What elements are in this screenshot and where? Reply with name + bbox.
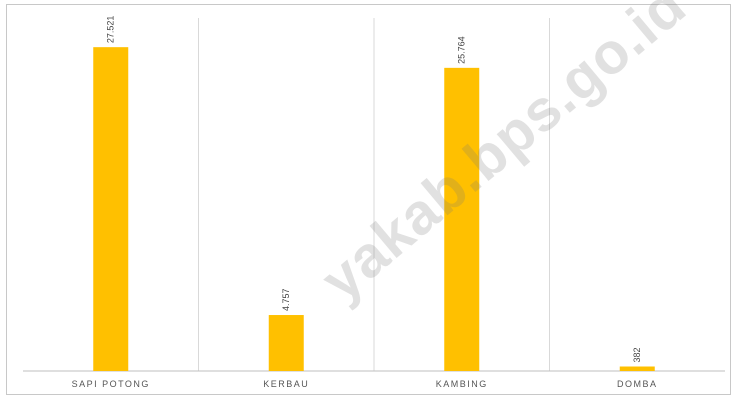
bar-kambing xyxy=(444,67,480,371)
value-labels-group: 27.521 4.757 25.764 382 xyxy=(106,16,643,363)
category-tick-label: DOMBA xyxy=(617,379,658,389)
category-tick-label: SAPI POTONG xyxy=(72,379,150,389)
bar-domba xyxy=(619,366,655,371)
category-tick-label: KAMBING xyxy=(436,379,488,389)
value-label: 25.764 xyxy=(457,36,467,64)
value-label: 382 xyxy=(632,347,642,362)
category-tick-label: KERBAU xyxy=(263,379,309,389)
bar-kerbau xyxy=(268,315,304,371)
bar-sapi-potong xyxy=(93,47,129,372)
category-separators xyxy=(198,18,550,371)
category-labels-group: SAPI POTONG KERBAU KAMBING DOMBA xyxy=(72,379,658,389)
bars-group xyxy=(93,47,655,372)
value-label: 27.521 xyxy=(106,16,116,44)
value-label: 4.757 xyxy=(281,288,291,311)
